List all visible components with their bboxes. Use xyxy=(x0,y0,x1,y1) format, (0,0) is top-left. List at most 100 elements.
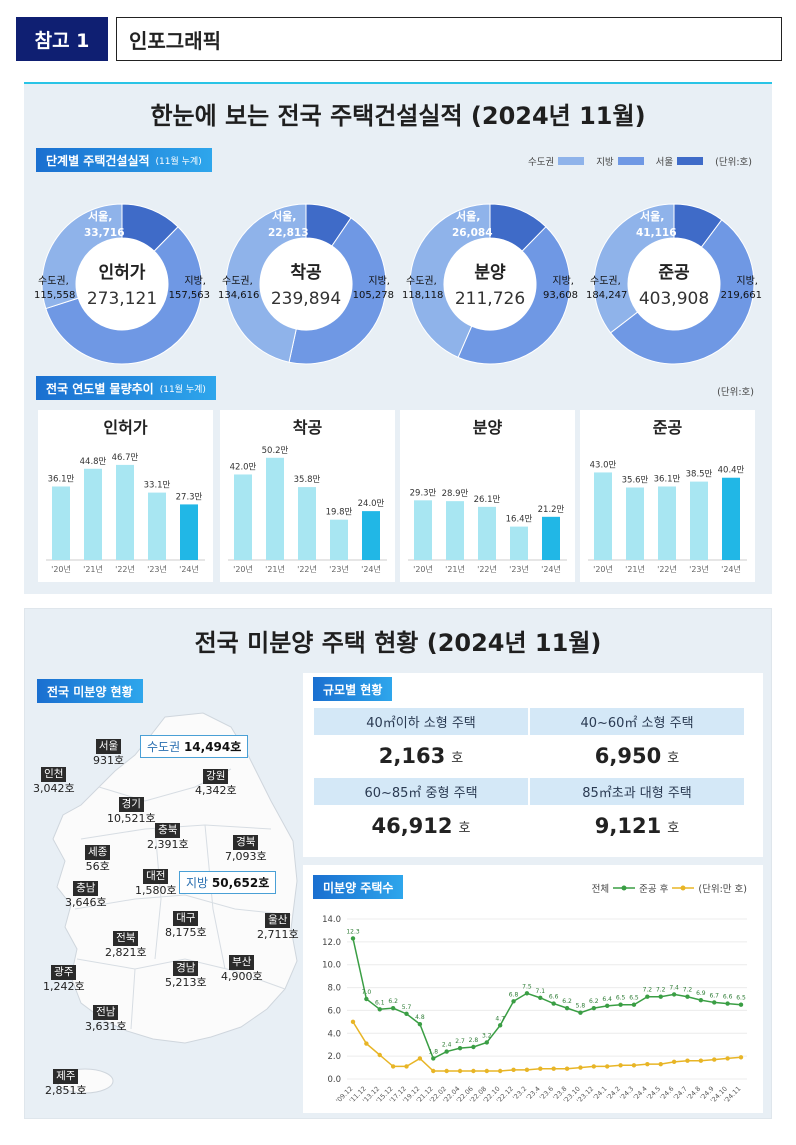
line-point-label: 6.5 xyxy=(616,995,626,1002)
map-region-13: 부산 4,900호 xyxy=(221,955,263,984)
line-point-label: 5.8 xyxy=(576,1003,586,1010)
line-point-label: 5.7 xyxy=(402,1004,412,1011)
line-point-label: 7.1 xyxy=(536,988,546,995)
line-point xyxy=(390,1005,396,1011)
map-region-name: 인천 xyxy=(41,767,67,783)
bar xyxy=(478,506,496,560)
map-region-value: 5,213호 xyxy=(165,976,207,990)
donut-chart-3: 분양 211,726 서울, 26,084 수도권, 118,118 지방, 93,608 xyxy=(402,203,578,365)
line-point-label: 1.8 xyxy=(429,1048,439,1055)
bar xyxy=(266,457,284,560)
map-region-value: 8,175호 xyxy=(165,926,207,940)
line-point xyxy=(444,1068,449,1074)
trend-badge-label: 전국 연도별 물량추이 xyxy=(46,381,154,396)
bar-tick-label: '20년 xyxy=(233,564,253,574)
page-title: 인포그래픽 xyxy=(116,17,782,61)
donut-capital-value: 134,616 xyxy=(218,290,259,301)
map-region-name: 전남 xyxy=(93,1005,119,1021)
bar-card-title: 인허가 xyxy=(103,418,148,437)
bar-value-label: 46.7만 xyxy=(112,453,139,463)
map-region-name: 경북 xyxy=(233,835,259,851)
bar xyxy=(180,504,198,560)
bar-tick-label: '22년 xyxy=(115,564,135,574)
line-point-label: 6.2 xyxy=(388,998,398,1005)
bar-card-title: 준공 xyxy=(652,418,683,437)
donut-capital-value: 184,247 xyxy=(586,290,627,301)
line-point-label: 2.8 xyxy=(469,1037,479,1044)
bar xyxy=(446,501,464,560)
map-region-value: 931호 xyxy=(93,754,125,768)
map-region-name: 강원 xyxy=(203,769,229,785)
donut-2: 착공 239,894 서울, 22,813 수도권, 134,616 지방, 105,278 xyxy=(216,194,396,374)
line-legend-after: 준공 후 xyxy=(639,884,669,895)
bar-tick-label: '20년 xyxy=(593,564,613,574)
donut-capital-value: 115,558 xyxy=(34,290,75,301)
map-region-5: 충북 2,391호 xyxy=(147,823,189,852)
line-point-label: 7.2 xyxy=(683,987,693,994)
line-xtick-label: '24.1 xyxy=(591,1085,608,1102)
line-ytick-label: 4.0 xyxy=(327,1029,341,1039)
local-box-label: 지방 xyxy=(186,876,209,890)
bar-tick-label: '22년 xyxy=(657,564,677,574)
map-region-11: 울산 2,711호 xyxy=(257,913,299,942)
donut-local-label: 지방, xyxy=(184,275,206,287)
line-point-label: 4.7 xyxy=(495,1015,505,1022)
bar-value-label: 43.0만 xyxy=(590,460,617,470)
map-region-10: 대구 8,175호 xyxy=(165,911,207,940)
map-region-name: 경남 xyxy=(173,961,199,977)
map-region-name: 대전 xyxy=(143,869,169,885)
bar-tick-label: '20년 xyxy=(413,564,433,574)
bar-value-label: 35.6만 xyxy=(622,476,649,486)
line-point xyxy=(658,1061,663,1067)
line-point-label: 6.8 xyxy=(509,991,519,998)
line-point xyxy=(591,1064,597,1069)
bar-value-label: 29.3만 xyxy=(410,488,437,498)
donut-chart-1: 인허가 273,121 서울, 33,716 수도권, 115,558 지방, 157,563 xyxy=(34,203,210,365)
donut-total: 273,121 xyxy=(87,289,157,309)
line-point-label: 7.2 xyxy=(656,987,666,994)
unsold-title: 전국 미분양 주택 현황 (2024년 11월) xyxy=(194,629,602,657)
line-point xyxy=(671,1059,677,1065)
map-region-name: 서울 xyxy=(95,739,122,755)
line-point xyxy=(431,1056,436,1061)
line-point xyxy=(457,1068,463,1074)
bar xyxy=(52,486,70,560)
bar-value-label: 27.3만 xyxy=(176,492,203,502)
line-point-label: 6.5 xyxy=(629,995,639,1002)
line-point-label: 6.7 xyxy=(709,992,719,999)
bar-tick-label: '24년 xyxy=(541,564,561,574)
map-region-6: 경북 7,093호 xyxy=(225,835,267,864)
bar-value-label: 21.2만 xyxy=(538,505,565,515)
scale-value-1-number: 2,163 xyxy=(378,744,446,768)
bar-card-title: 분양 xyxy=(472,418,503,437)
line-point xyxy=(551,1066,556,1071)
bar xyxy=(330,519,348,560)
map-region-7: 세종 56호 xyxy=(85,845,111,874)
line-xtick-label: '24.3 xyxy=(618,1085,635,1102)
stage-legend: 수도권 지방 서울 (단위:호) xyxy=(528,154,752,168)
line-xtick-label: '23.4 xyxy=(525,1085,542,1102)
line-point xyxy=(497,1023,503,1028)
map-region-value: 10,521호 xyxy=(107,812,156,826)
line-legend-after-marker xyxy=(672,885,695,891)
line-point xyxy=(578,1010,583,1015)
line-point xyxy=(685,994,690,999)
map-region-name: 부산 xyxy=(229,955,255,971)
line-point xyxy=(497,1068,503,1074)
donut-seoul-value: 41,116 xyxy=(636,227,677,239)
line-ytick-label: 14.0 xyxy=(322,915,341,925)
map-region-value: 4,342호 xyxy=(195,784,237,798)
bar-tick-label: '21년 xyxy=(83,564,103,574)
line-point xyxy=(551,1001,556,1006)
bar-tick-label: '22년 xyxy=(477,564,497,574)
scale-value-2-number: 6,950 xyxy=(594,744,662,768)
legend-local-swatch xyxy=(617,157,644,165)
bar xyxy=(148,492,166,560)
donut-total: 403,908 xyxy=(639,289,709,309)
scale-header-1: 40㎡이하 소형 주택 xyxy=(314,708,528,735)
scale-header-2: 40~60㎡ 소형 주택 xyxy=(530,708,744,735)
bar xyxy=(298,487,316,560)
bar xyxy=(626,487,644,560)
line-point xyxy=(698,1058,704,1063)
line-series-after xyxy=(352,1021,742,1072)
